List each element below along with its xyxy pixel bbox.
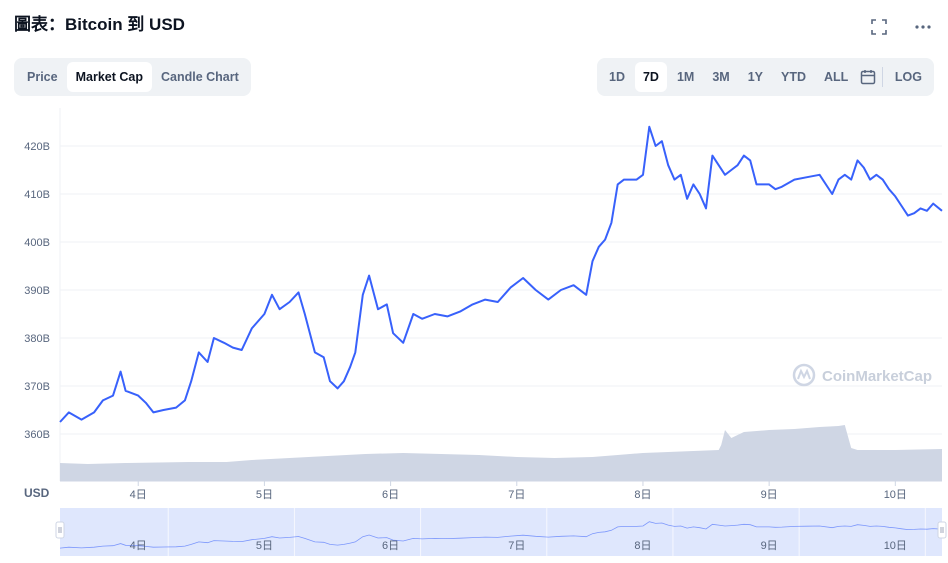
navigator-tick-label: 10日 — [884, 540, 907, 552]
x-tick-label: 4日 — [130, 489, 147, 501]
more-horizontal-icon[interactable] — [912, 16, 934, 38]
navigator-handle-left[interactable] — [55, 521, 65, 539]
y-axis-unit-label: USD — [24, 486, 50, 500]
navigator-labels: 4日 5日 6日 7日 8日 9日 10日 — [130, 540, 907, 552]
calendar-icon[interactable] — [858, 62, 878, 92]
divider — [882, 67, 883, 87]
x-tick-label: 10日 — [884, 489, 907, 501]
x-tick-label: 8日 — [634, 489, 651, 501]
navigator-tick-label: 9日 — [761, 540, 778, 552]
range-1m[interactable]: 1M — [676, 70, 695, 84]
coinmarketcap-logo-mark — [797, 368, 811, 380]
page-title: 圖表：Bitcoin 到 USD — [14, 15, 185, 34]
tab-market-cap[interactable]: Market Cap — [66, 62, 152, 92]
x-axis: 4日 5日 6日 7日 8日 9日 10日 — [130, 481, 907, 501]
tab-candle-chart[interactable]: Candle Chart — [160, 70, 239, 84]
range-3m[interactable]: 3M — [712, 70, 730, 84]
y-tick-label: 420B — [24, 141, 50, 153]
y-tick-label: 360B — [24, 429, 50, 441]
navigator-tick-label: 5日 — [256, 540, 273, 552]
volume-fill — [60, 425, 942, 481]
x-tick-label: 9日 — [761, 489, 778, 501]
coinmarketcap-watermark: CoinMarketCap — [792, 363, 932, 387]
x-tick-label: 7日 — [508, 489, 525, 501]
range-1d[interactable]: 1D — [609, 70, 625, 84]
x-tick-label: 5日 — [256, 489, 273, 501]
navigator-handle-right[interactable] — [937, 521, 947, 539]
chart-type-tabs: Price Market Cap Candle Chart — [14, 58, 251, 96]
watermark-text: CoinMarketCap — [822, 368, 932, 385]
navigator-line — [59, 521, 943, 549]
y-tick-label: 370B — [24, 381, 50, 393]
y-tick-label: 400B — [24, 237, 50, 249]
navigator-tick-label: 6日 — [382, 540, 399, 552]
navigator-tick-label: 7日 — [508, 540, 525, 552]
range-navigator[interactable]: 4日 5日 6日 7日 8日 9日 10日 — [55, 508, 947, 556]
navigator-grid — [167, 508, 926, 556]
range-1y[interactable]: 1Y — [747, 70, 764, 84]
log-toggle[interactable]: LOG — [894, 70, 922, 84]
range-all[interactable]: ALL — [824, 70, 849, 84]
expand-icon[interactable] — [868, 16, 890, 38]
range-ytd[interactable]: YTD — [781, 70, 807, 84]
navigator-tick-label: 4日 — [130, 540, 147, 552]
y-tick-label: 380B — [24, 333, 50, 345]
navigator-selection[interactable] — [60, 508, 942, 556]
range-7d[interactable]: 7D — [634, 62, 667, 92]
grid-lines — [59, 108, 942, 482]
volume-area — [60, 425, 942, 481]
coinmarketcap-logo-icon — [792, 363, 816, 387]
y-axis: 360B 370B 380B 390B 400B 410B 420B — [24, 141, 50, 441]
y-tick-label: 410B — [24, 189, 50, 201]
tab-price[interactable]: Price — [27, 70, 58, 84]
navigator-tick-label: 8日 — [634, 540, 651, 552]
x-tick-label: 6日 — [382, 489, 399, 501]
market-cap-line — [59, 125, 943, 423]
y-tick-label: 390B — [24, 285, 50, 297]
time-range-tabs: 1D 7D 1M 3M 1Y YTD ALL LOG — [597, 58, 934, 96]
